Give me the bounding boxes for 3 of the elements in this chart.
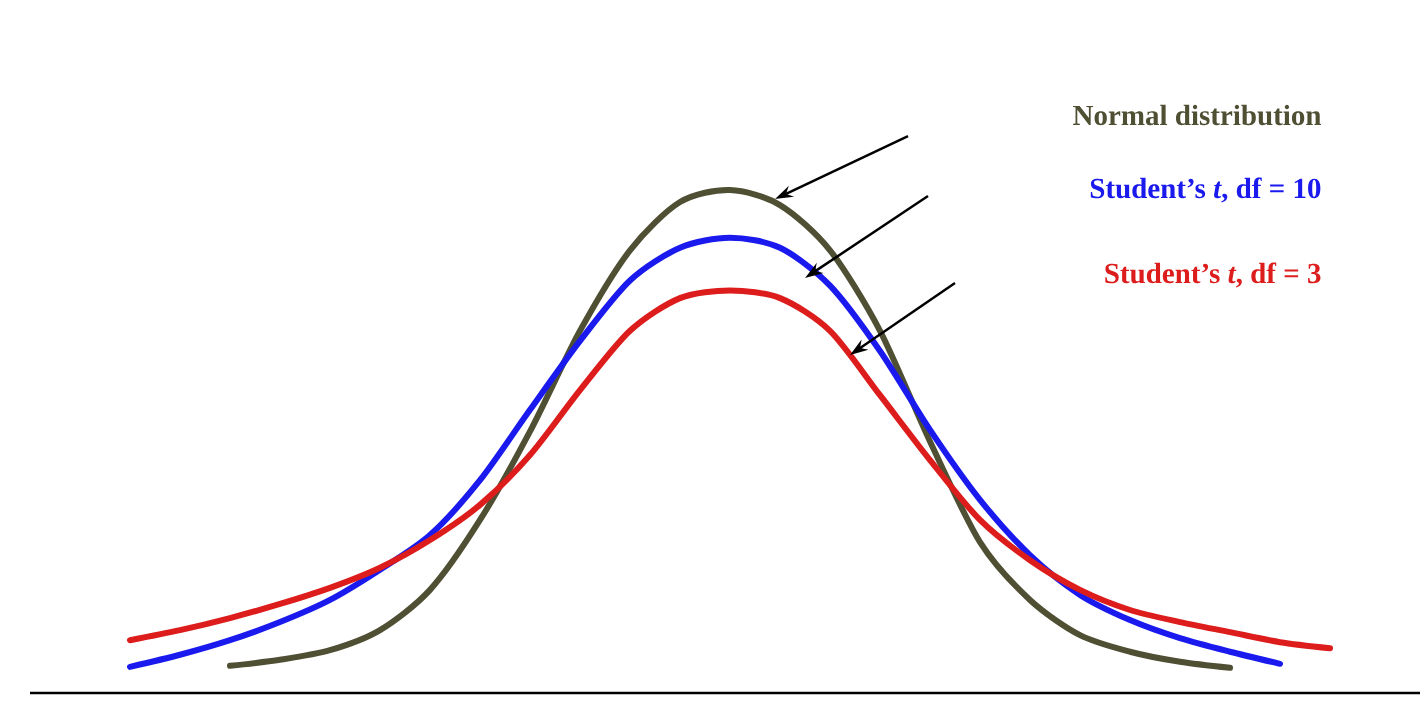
- text: Student’s t, df = 3: [1105, 262, 1321, 288]
- text: Normal distribution: [1073, 104, 1322, 126]
- text: Student’s t, df = 10: [1090, 177, 1321, 203]
